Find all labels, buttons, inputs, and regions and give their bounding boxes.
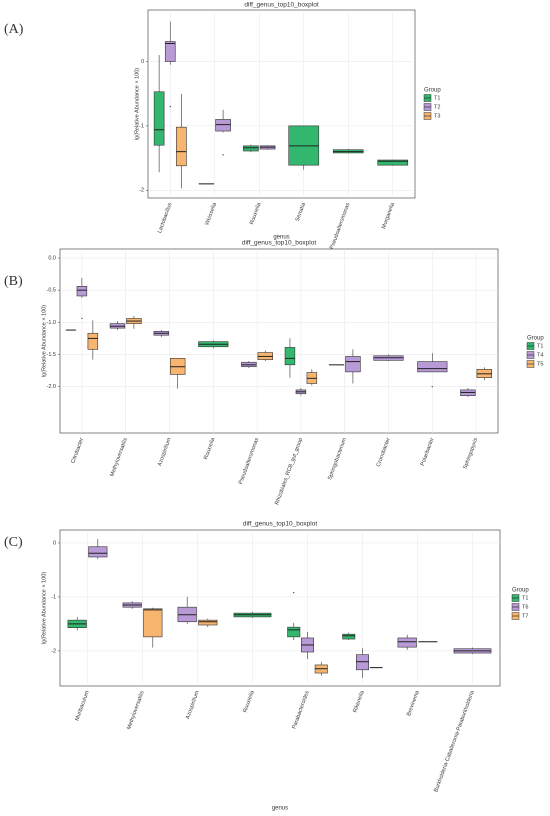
x-tick-label: Polaribacter <box>420 437 436 467</box>
box <box>153 91 165 146</box>
box <box>377 159 409 166</box>
legend-label: T1 <box>522 595 528 601</box>
x-tick-label: Rouxiella <box>242 689 256 713</box>
box <box>356 654 369 671</box>
x-axis-label: genus <box>273 235 289 241</box>
box <box>87 332 99 350</box>
legend-title: Group <box>424 88 441 94</box>
y-tick-label: 0 <box>141 59 144 65</box>
y-tick-label: -0.5 <box>47 288 56 294</box>
chart-title: diff_genus_top10_boxplot <box>243 521 318 528</box>
x-tick-label: Rouxiella <box>203 436 217 460</box>
panel: (A) diff_genus_top10_boxplot -2 -1 0 Lactobac… <box>4 2 441 250</box>
x-tick-label: Rouxiella <box>249 201 263 225</box>
chart-title: diff_genus_top10_boxplot <box>242 240 317 247</box>
legend-label: T6 <box>522 604 528 610</box>
x-tick-label: Pseudoalteromonas <box>238 437 260 485</box>
box <box>284 347 296 366</box>
x-tick-label: Weissella <box>204 201 218 226</box>
box <box>198 619 218 626</box>
y-tick-label: -2 <box>139 188 144 194</box>
y-tick-label: -1.0 <box>47 320 56 326</box>
x-tick-label: Serratia <box>295 201 308 222</box>
y-tick-label: 0 <box>53 540 56 546</box>
box <box>176 126 187 167</box>
legend-title: Group <box>512 588 529 594</box>
box <box>215 119 231 132</box>
legend-label: T1 <box>537 343 543 349</box>
x-tick-label: Azospirillum <box>157 437 173 467</box>
y-tick-label: -2 <box>51 648 56 654</box>
x-tick-label: Methyloversatilis <box>109 437 129 477</box>
x-tick-label: Methyloversatilis <box>126 690 146 730</box>
y-axis-label: lg(Relative Abundance × 100) <box>134 68 140 140</box>
x-tick-label: Burkholderia-Caballeronia-Paraburkholder… <box>433 689 476 793</box>
legend-label: T5 <box>537 361 543 367</box>
panel-label: (A) <box>4 22 24 37</box>
x-tick-label: Brevinema <box>406 689 421 717</box>
box <box>243 145 259 152</box>
box <box>164 41 176 62</box>
outlier <box>81 317 83 320</box>
panel: (B) diff_genus_top10_boxplot -2.0 -1.5 -1.0 -… <box>4 240 544 506</box>
x-tick-label: Azospirillum <box>185 690 201 720</box>
legend-label: T7 <box>522 613 528 619</box>
x-tick-label: Morganella <box>381 201 396 230</box>
box <box>342 633 356 640</box>
legend-title: Group <box>527 336 544 342</box>
x-tick-label: Rhizobiales_RCB_gut_group <box>274 437 304 506</box>
x-tick-label: Cronobacter <box>376 437 392 468</box>
outlier <box>293 591 295 594</box>
y-tick-label: -2.0 <box>47 384 56 390</box>
legend-label: T2 <box>434 104 440 110</box>
x-tick-label: Rikenella <box>352 689 366 713</box>
box <box>397 637 417 648</box>
x-axis-label: genus <box>272 806 288 812</box>
outlier <box>222 154 224 156</box>
y-tick-label: -1 <box>139 123 144 129</box>
outlier <box>169 105 171 108</box>
box <box>417 361 448 373</box>
box <box>143 608 163 638</box>
x-tick-label: Parabacteroides <box>291 690 310 730</box>
outlier <box>431 385 433 388</box>
chart-title: diff_genus_top10_boxplot <box>244 2 319 9</box>
y-tick-label: 0.0 <box>48 255 56 261</box>
box <box>345 356 361 373</box>
y-axis-label: lg(Relative Abundance × 100) <box>41 572 47 644</box>
x-tick-label: Sphingopyxis <box>463 437 480 470</box>
plot-background <box>147 9 416 199</box>
plot-background <box>59 248 499 434</box>
x-tick-label: Lactobacillus <box>157 202 174 234</box>
x-tick-label: Citrobacter <box>70 437 85 464</box>
legend-label: T1 <box>434 95 440 101</box>
box <box>76 286 88 297</box>
box <box>88 546 108 558</box>
y-tick-label: -1.5 <box>47 352 56 358</box>
x-tick-label: Sphingobacterium <box>327 437 348 481</box>
plot-background <box>59 529 501 687</box>
legend-label: T3 <box>434 113 440 119</box>
box <box>287 626 301 638</box>
x-tick-label: Muribaculum <box>74 690 91 722</box>
y-tick-label: -1 <box>51 594 56 600</box>
panel: (C) diff_genus_top10_boxplot -2 -1 0 Muribacu… <box>4 521 529 812</box>
legend-label: T4 <box>537 352 543 358</box>
y-axis-label: lg(Relative Abundance × 100) <box>41 305 47 377</box>
x-tick-label: Pseudoalteromonas <box>329 202 351 250</box>
panel-label: (B) <box>4 274 23 289</box>
panel-label: (C) <box>4 535 23 550</box>
